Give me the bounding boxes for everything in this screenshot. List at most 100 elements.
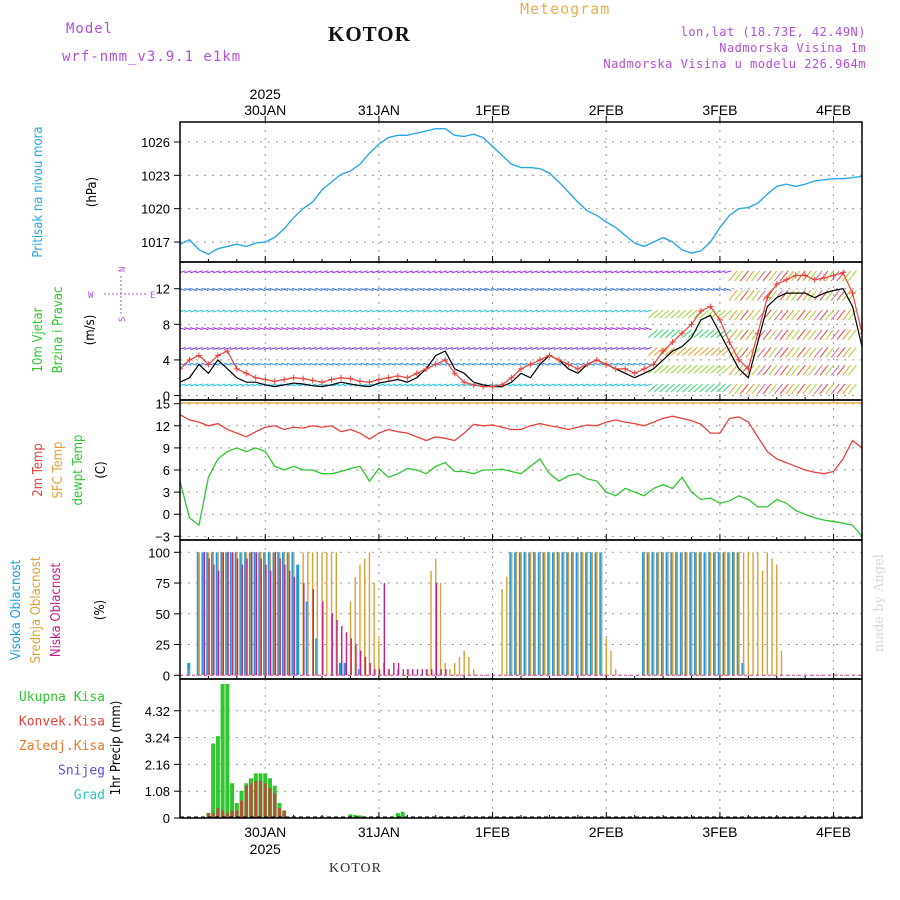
wind-arrow [303, 270, 311, 274]
wind-arrow [621, 309, 630, 313]
wind-arrow [508, 327, 516, 331]
wind-ylabel2: Brzina i Pravac [51, 287, 66, 374]
wind-gust-marker [243, 370, 250, 377]
wind-arrow [252, 327, 260, 331]
wind-arrow [847, 309, 857, 321]
wind-arrow [292, 346, 300, 350]
wind-arrow [383, 288, 391, 291]
wind-arrow [830, 364, 840, 376]
wind-gust-marker [489, 383, 496, 390]
wind-arrow [434, 346, 442, 350]
wind-arrow [337, 362, 345, 366]
wind-arrow [383, 362, 391, 366]
wind-arrow [745, 290, 755, 301]
wind-arrow [695, 288, 704, 291]
wind-arrow [180, 327, 186, 331]
wind-arrow [485, 270, 493, 274]
wind-arrow [627, 309, 635, 313]
wind-arrow [258, 288, 266, 291]
wind-arrow [508, 309, 516, 313]
chart-title: Meteogram [520, 0, 611, 18]
wind-arrow [275, 309, 283, 313]
cloud-ylabel-high: Visoka Oblacnost [9, 559, 24, 660]
wind-arrow [354, 288, 363, 291]
wind-arrow [354, 346, 363, 350]
wind-arrow [638, 288, 647, 291]
wind-arrow [400, 288, 408, 291]
wind-arrow [508, 346, 516, 350]
wind-arrow [411, 270, 419, 274]
wind-arrow [366, 362, 374, 366]
wind-arrow [836, 364, 846, 376]
wind-arrow [496, 270, 505, 274]
wind-arrow [474, 270, 482, 274]
wind-arrow [739, 270, 749, 282]
wind-arrow [616, 309, 624, 313]
wind-arrow [394, 288, 402, 291]
wind-arrow [366, 327, 374, 331]
wind-arrow [616, 346, 624, 350]
precip-ylabel: 1hr Precip (mm) [109, 701, 124, 796]
wind-gust-marker [593, 356, 600, 363]
wind-arrow [836, 329, 846, 340]
wind-arrow [218, 270, 226, 274]
wind-arrow [536, 288, 544, 291]
wind-arrow [644, 309, 652, 313]
wind-arrow [309, 327, 317, 331]
wind-arrow [360, 346, 368, 350]
wind-arrow [745, 329, 755, 340]
wind-arrow [536, 270, 544, 274]
wind-arrow [180, 309, 186, 313]
wind-arrow [314, 288, 323, 291]
cloud-bar-high [343, 663, 347, 676]
wind-arrow [570, 270, 578, 274]
wind-arrow [388, 327, 397, 331]
wind-arrow [593, 327, 601, 331]
wind-arrow [297, 346, 306, 350]
wind-arrow [479, 346, 488, 350]
wind-arrow [331, 288, 340, 291]
wind-arrow [331, 327, 340, 331]
wind-arrow [383, 346, 391, 350]
precip-bar-total [211, 743, 216, 818]
wind-arrow [275, 270, 283, 274]
precip-ytick-label: 2.16 [145, 757, 170, 772]
wind-arrow [326, 362, 334, 366]
wind-arrow [842, 329, 852, 340]
wind-arrow [360, 362, 368, 366]
wind-arrow [201, 327, 209, 331]
precip-bar-total [348, 814, 353, 818]
wind-arrow [508, 383, 516, 387]
wind-arrow [485, 362, 493, 366]
wind-gust-marker [271, 378, 278, 385]
wind-arrow [485, 309, 493, 313]
wind-arrow [536, 309, 544, 313]
wind-arrow [661, 270, 669, 274]
cloud-bar-high [248, 552, 252, 676]
wind-arrow [189, 383, 198, 387]
wind-arrow [751, 290, 761, 301]
wind-arrow [633, 362, 641, 366]
wind-arrow [468, 327, 476, 331]
wind-arrow [774, 329, 783, 340]
wind-arrow [547, 346, 556, 350]
wind-arrow [400, 327, 408, 331]
wind-arrow [241, 383, 249, 387]
wind-arrow [791, 329, 800, 340]
wind-arrow [235, 327, 243, 331]
wind-arrow [206, 288, 215, 291]
wind-gust-marker [252, 374, 259, 381]
temp-ylabel-sfc: SFC Temp [51, 442, 66, 499]
wind-gust-marker [565, 361, 572, 368]
wind-gust-marker [328, 376, 335, 383]
wind-gust-marker [726, 339, 733, 346]
wind-ytick-label: 0 [163, 389, 170, 404]
wind-arrow [343, 327, 351, 331]
wind-arrow [394, 270, 402, 274]
wind-arrow [728, 329, 738, 340]
wind-arrow [479, 327, 488, 331]
wind-arrow [286, 346, 294, 350]
wind-gust-marker [536, 356, 543, 363]
top-axis-label: 4FEB [816, 102, 851, 118]
wind-arrow [349, 309, 357, 313]
